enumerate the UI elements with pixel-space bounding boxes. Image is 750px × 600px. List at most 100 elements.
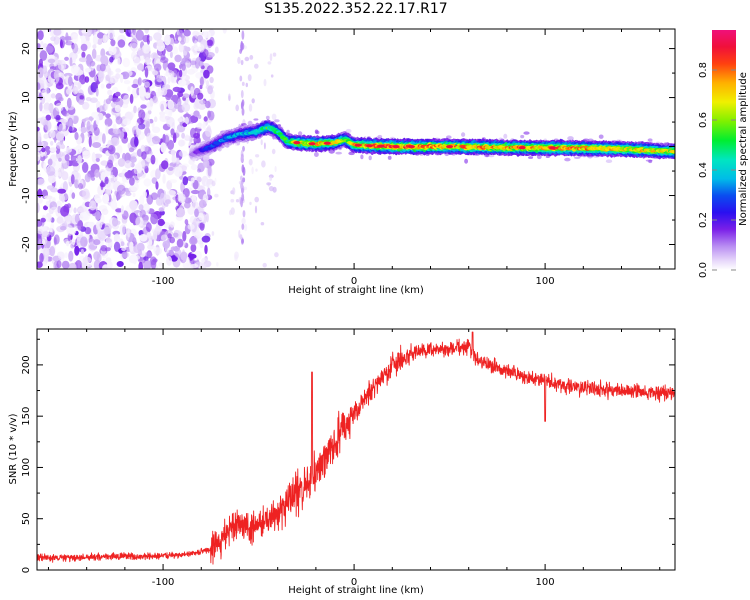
noise-blob — [145, 120, 150, 129]
noise-blob — [64, 56, 69, 61]
ridge-halo — [488, 155, 495, 158]
noise-blob — [152, 53, 158, 61]
noise-blob — [144, 251, 153, 258]
noise-blob — [91, 48, 97, 59]
noise-blob — [176, 238, 184, 248]
noise-blob — [77, 207, 87, 213]
noise-blob — [82, 188, 90, 200]
colorbar-gradient — [712, 30, 736, 270]
noise-blob — [141, 44, 151, 54]
noise-blob — [241, 42, 245, 50]
noise-blob — [72, 43, 79, 54]
noise-blob — [74, 132, 79, 140]
noise-blob — [251, 166, 254, 175]
noise-blob — [165, 199, 172, 205]
noise-blob — [47, 158, 53, 166]
noise-blob — [79, 95, 84, 100]
noise-blob — [39, 150, 48, 157]
noise-blob — [93, 127, 100, 136]
noise-blob — [49, 129, 56, 139]
noise-blob — [151, 177, 158, 185]
noise-blob — [122, 57, 130, 68]
noise-blob — [122, 118, 131, 126]
noise-blob — [41, 109, 51, 114]
noise-blob — [204, 244, 208, 255]
noise-blob — [216, 262, 219, 267]
noise-blob — [170, 128, 175, 136]
noise-blob — [162, 173, 166, 184]
noise-blob — [191, 201, 199, 209]
noise-blob — [55, 114, 61, 121]
noise-blob — [80, 126, 87, 134]
noise-blob — [187, 223, 195, 230]
noise-blob — [37, 196, 43, 204]
noise-blob — [191, 189, 200, 195]
noise-blob — [155, 87, 165, 93]
noise-blob — [156, 74, 163, 83]
ridge-halo — [573, 156, 581, 159]
noise-blob — [269, 176, 273, 181]
noise-blob — [122, 127, 130, 133]
noise-blob — [178, 139, 185, 147]
noise-blob — [196, 213, 205, 224]
noise-blob — [241, 193, 245, 202]
ridge-halo — [193, 138, 197, 142]
noise-blob — [176, 157, 180, 165]
noise-blob — [241, 81, 245, 86]
noise-blob — [143, 256, 149, 261]
noise-blob — [177, 91, 184, 98]
noise-blob — [235, 199, 240, 203]
noise-blob — [176, 207, 186, 218]
noise-blob — [166, 116, 175, 128]
noise-blob — [71, 238, 76, 246]
noise-blob — [178, 150, 188, 157]
noise-blob — [261, 160, 266, 168]
noise-blob — [197, 92, 204, 100]
noise-blob — [171, 46, 178, 55]
noise-blob — [105, 98, 111, 105]
noise-blob — [199, 221, 205, 231]
noise-blob — [272, 186, 277, 193]
noise-blob — [99, 63, 106, 72]
noise-blob — [115, 73, 121, 80]
noise-blob — [211, 231, 215, 236]
noise-blob — [137, 165, 142, 174]
noise-blob — [200, 263, 207, 269]
noise-blob — [157, 29, 162, 33]
ridge-peak — [518, 146, 526, 150]
colorbar-tick-label: 0.2 — [698, 212, 709, 228]
noise-blob — [162, 84, 166, 90]
noise-blob — [160, 142, 167, 153]
noise-blob — [181, 132, 186, 139]
noise-blob — [124, 171, 134, 179]
noise-blob — [60, 205, 70, 217]
noise-blob — [207, 110, 215, 121]
noise-blob — [242, 166, 246, 176]
noise-blob — [125, 192, 132, 197]
noise-blob — [241, 217, 246, 225]
noise-blob — [167, 233, 172, 239]
noise-blob — [152, 70, 159, 76]
noise-blob — [158, 262, 163, 268]
noise-blob — [148, 235, 155, 240]
noise-blob — [45, 114, 52, 121]
noise-blob — [188, 253, 197, 259]
noise-blob — [55, 73, 60, 83]
noise-blob — [113, 241, 121, 252]
noise-blob — [169, 236, 175, 244]
noise-blob — [146, 194, 154, 205]
noise-blob — [139, 55, 145, 61]
noise-blob — [100, 83, 105, 89]
noise-blob — [177, 98, 182, 107]
noise-blob — [203, 116, 208, 122]
noise-blob — [53, 56, 59, 67]
noise-blob — [89, 60, 96, 67]
noise-blob — [61, 260, 70, 269]
y-tick-label: 20 — [21, 42, 32, 55]
noise-blob — [121, 251, 130, 258]
noise-blob — [187, 205, 195, 215]
noise-blob — [115, 68, 121, 73]
noise-blob — [156, 39, 164, 47]
noise-blob — [43, 133, 49, 139]
noise-blob — [88, 136, 92, 148]
